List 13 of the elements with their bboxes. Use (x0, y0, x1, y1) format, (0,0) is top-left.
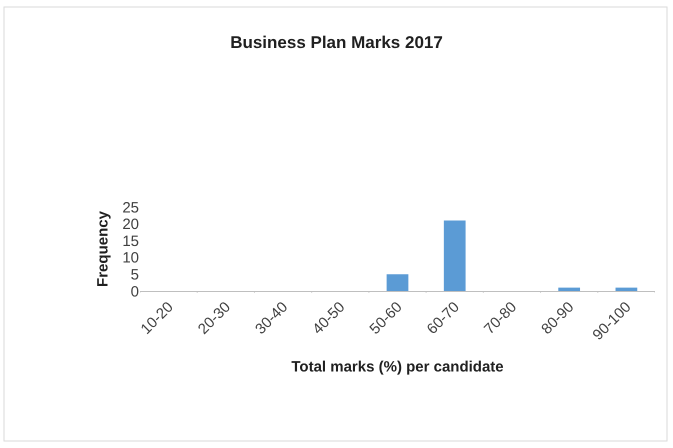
bar (386, 274, 408, 291)
x-axis-title: Total marks (%) per candidate (291, 358, 504, 376)
y-tick-label: 5 (130, 266, 139, 284)
y-tick-label: 0 (130, 283, 139, 300)
y-tick-label: 20 (122, 216, 139, 234)
y-tick-label: 15 (122, 232, 139, 250)
y-tick-label: 25 (122, 199, 139, 216)
bar (558, 288, 580, 291)
bar (616, 288, 638, 291)
y-tick-label: 10 (122, 250, 139, 267)
chart-title: Business Plan Marks 2017 (230, 32, 443, 52)
y-axis-title: Frequency (94, 210, 112, 287)
bar (444, 220, 466, 291)
